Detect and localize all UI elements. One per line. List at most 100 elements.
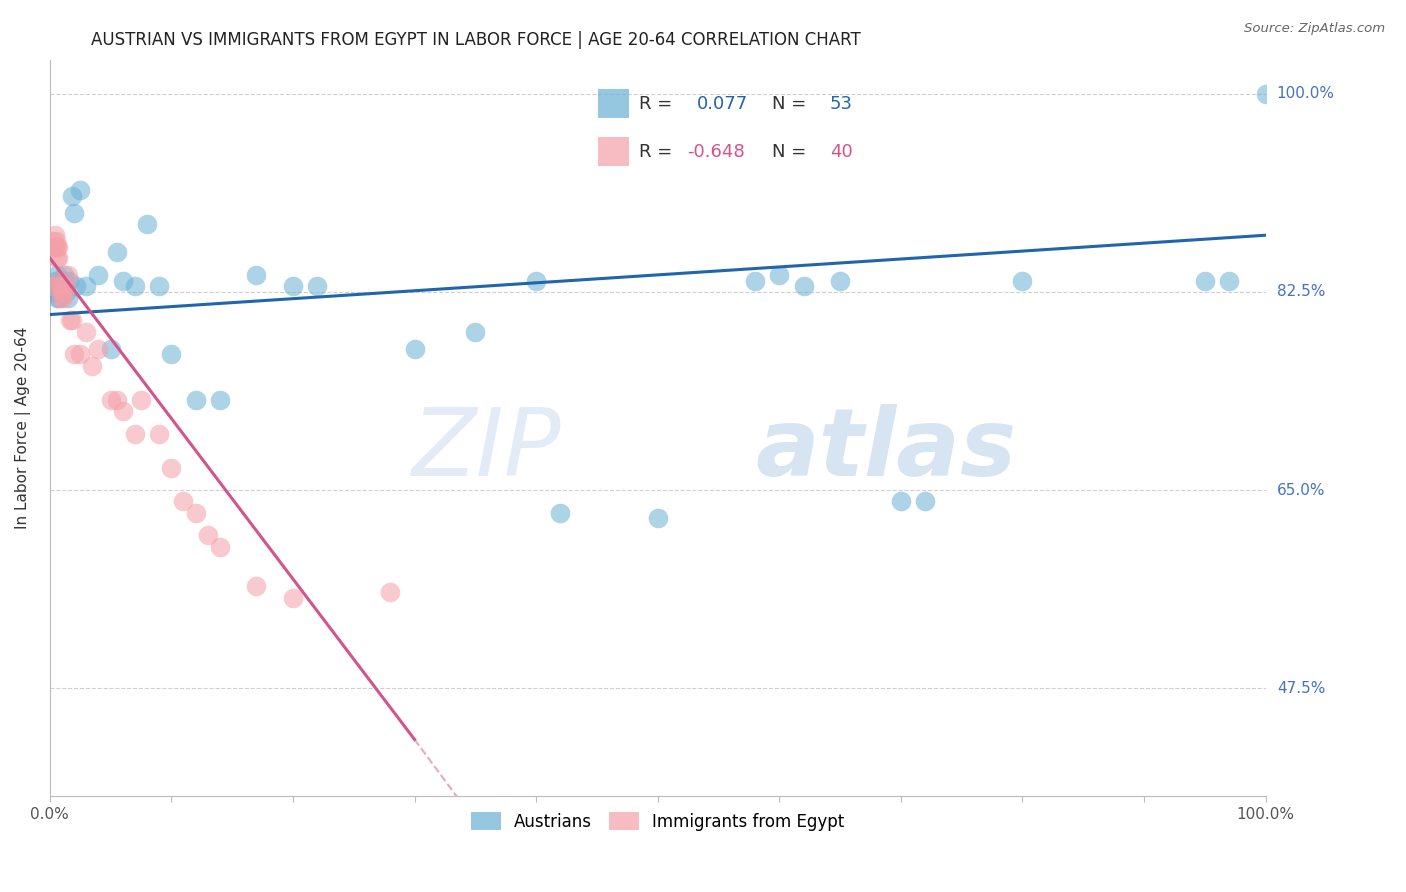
Text: 65.0%: 65.0% (1277, 483, 1326, 498)
Legend: Austrians, Immigrants from Egypt: Austrians, Immigrants from Egypt (465, 807, 849, 836)
Point (281, 279, 304, 293)
Point (51, 285, 73, 299)
Point (1254, 87, 1277, 101)
Point (46, 239, 69, 253)
Point (46, 239, 69, 253)
Point (647, 511, 669, 525)
Point (75, 279, 97, 293)
Point (48, 291, 70, 305)
Point (914, 494, 936, 508)
Point (890, 494, 912, 508)
Point (42, 234, 65, 248)
Point (45, 285, 67, 299)
Point (105, 392, 128, 407)
Point (100, 392, 122, 407)
Point (52, 285, 75, 299)
Point (75, 325, 97, 339)
Point (51, 279, 73, 293)
Point (56, 291, 79, 305)
Point (48, 274, 70, 288)
Point (1218, 274, 1240, 288)
Text: AUSTRIAN VS IMMIGRANTS FROM EGYPT IN LABOR FORCE | AGE 20-64 CORRELATION CHART: AUSTRIAN VS IMMIGRANTS FROM EGYPT IN LAB… (91, 31, 860, 49)
Point (307, 279, 329, 293)
Point (45, 234, 67, 248)
Point (46, 291, 69, 305)
Text: ZIP: ZIP (411, 404, 561, 495)
Point (208, 540, 231, 554)
Point (56, 268, 79, 282)
Point (768, 268, 790, 282)
Point (148, 426, 170, 441)
Point (48, 279, 70, 293)
Point (59, 313, 82, 327)
Point (51, 279, 73, 293)
Point (55, 279, 77, 293)
Point (69, 183, 91, 197)
Point (87, 268, 110, 282)
Point (63, 347, 86, 361)
Text: 47.5%: 47.5% (1277, 681, 1324, 696)
Point (44, 279, 66, 293)
Point (60, 313, 83, 327)
Text: Source: ZipAtlas.com: Source: ZipAtlas.com (1244, 22, 1385, 36)
Point (82, 359, 104, 373)
Point (404, 342, 426, 356)
Point (46, 251, 69, 265)
Point (208, 392, 231, 407)
Point (55, 279, 77, 293)
Point (55, 285, 77, 299)
Point (184, 506, 207, 520)
Point (46, 279, 69, 293)
Y-axis label: In Labor Force | Age 20-64: In Labor Force | Age 20-64 (15, 326, 31, 529)
Point (744, 274, 766, 288)
Point (42, 281, 65, 295)
Point (550, 506, 572, 520)
Point (49, 291, 72, 305)
Point (245, 579, 267, 593)
Point (46, 251, 69, 265)
Point (197, 528, 219, 542)
Point (129, 392, 152, 407)
Text: 82.5%: 82.5% (1277, 285, 1324, 300)
Point (65, 279, 87, 293)
Point (1011, 274, 1033, 288)
Point (51, 274, 73, 288)
Point (48, 274, 70, 288)
Point (63, 205, 86, 219)
Point (45, 239, 67, 253)
Point (464, 325, 486, 339)
Point (46, 268, 69, 282)
Point (148, 279, 170, 293)
Point (1194, 274, 1216, 288)
Point (53, 285, 76, 299)
Point (184, 392, 207, 407)
Text: 100.0%: 100.0% (1277, 87, 1334, 101)
Point (245, 268, 267, 282)
Point (60, 188, 83, 202)
Point (46, 285, 69, 299)
Point (124, 426, 146, 441)
Point (69, 347, 91, 361)
Point (793, 279, 815, 293)
Point (105, 245, 128, 260)
Point (173, 494, 195, 508)
Point (49, 285, 72, 299)
Point (58, 274, 80, 288)
Point (52, 291, 75, 305)
Point (44, 239, 66, 253)
Point (828, 274, 851, 288)
Point (380, 585, 402, 599)
Point (41, 279, 63, 293)
Point (111, 404, 134, 418)
Point (44, 228, 66, 243)
Point (281, 591, 304, 605)
Point (53, 268, 76, 282)
Point (160, 347, 183, 361)
Text: atlas: atlas (755, 404, 1017, 496)
Point (41, 285, 63, 299)
Point (124, 279, 146, 293)
Point (100, 342, 122, 356)
Point (136, 217, 159, 231)
Point (87, 342, 110, 356)
Point (45, 274, 67, 288)
